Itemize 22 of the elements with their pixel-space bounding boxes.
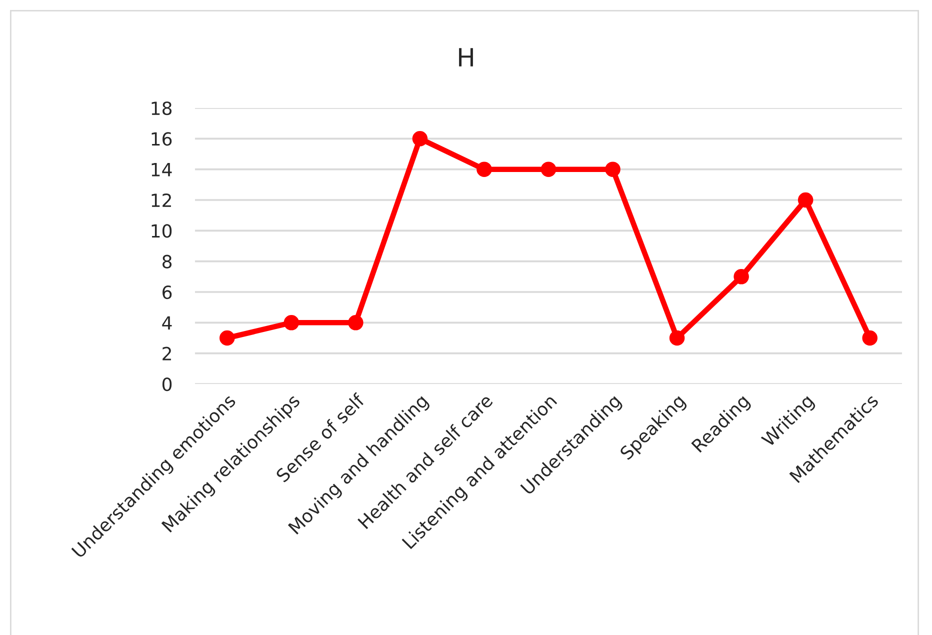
point: [219, 330, 235, 346]
y-tick-label: 2: [162, 346, 171, 360]
point: [862, 330, 878, 346]
point: [605, 162, 620, 177]
point: [412, 131, 428, 146]
y-tick-label: 8: [162, 254, 172, 268]
point: [540, 162, 556, 177]
y-tick-label: 12: [152, 193, 171, 207]
point: [734, 269, 749, 284]
y-tick-label: 10: [152, 224, 172, 238]
y-tick-label: 18: [152, 101, 172, 116]
point: [284, 315, 300, 330]
y-tick-label: 4: [162, 316, 172, 330]
chart-title: H: [459, 48, 473, 66]
y-tick-label: 0: [162, 377, 172, 392]
point: [348, 315, 364, 330]
y-tick-label: 16: [152, 132, 172, 146]
point: [798, 192, 814, 208]
y-tick-label: 14: [152, 163, 172, 176]
point: [669, 330, 685, 346]
y-tick-label: 6: [162, 285, 172, 300]
point: [476, 162, 492, 177]
